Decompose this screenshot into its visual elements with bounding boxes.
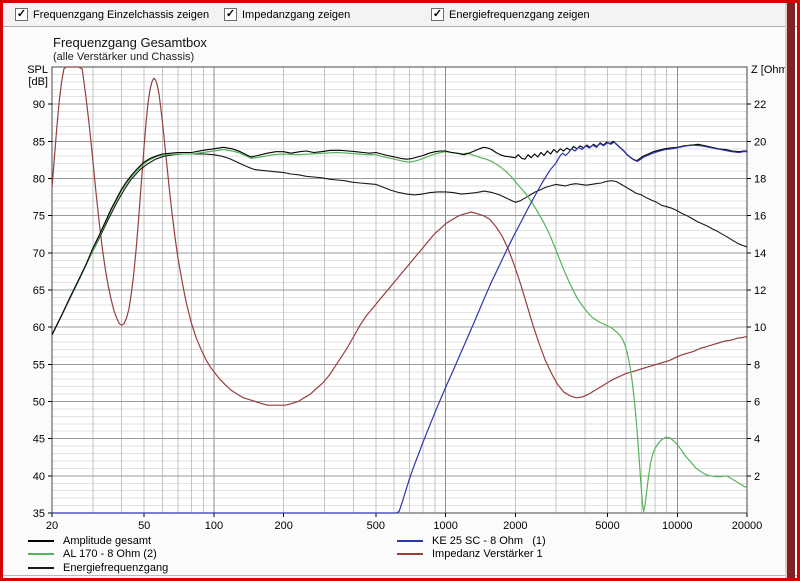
legend-color-dash	[397, 553, 423, 556]
legend-label: KE 25 SC - 8 Ohm (1)	[432, 534, 546, 547]
svg-text:200: 200	[274, 520, 292, 532]
svg-text:500: 500	[367, 520, 385, 532]
left-axis-label: SPL [dB]	[27, 64, 48, 88]
legend-item: Impedanz Verstärker 1	[397, 548, 546, 562]
svg-text:8: 8	[754, 359, 760, 371]
svg-text:90: 90	[33, 99, 45, 111]
svg-text:5000: 5000	[595, 520, 619, 532]
svg-text:40: 40	[33, 471, 45, 483]
svg-text:50: 50	[138, 520, 150, 532]
svg-text:85: 85	[33, 136, 45, 148]
right-edge-highlight	[785, 3, 787, 578]
svg-text:70: 70	[33, 248, 45, 260]
svg-text:80: 80	[33, 174, 45, 186]
legend-color-dash	[28, 566, 54, 569]
checkbox-label: Impedanzgang zeigen	[242, 8, 351, 21]
svg-text:16: 16	[754, 211, 766, 223]
checkbox-checked-icon[interactable]	[15, 8, 28, 21]
legend-label: Amplitude gesamt	[63, 534, 152, 547]
chart-title: Frequenzgang Gesamtbox	[53, 35, 207, 50]
right-edge-strip	[787, 3, 795, 578]
svg-text:65: 65	[33, 285, 45, 297]
legend-label: Impedanz Verstärker 1	[432, 548, 543, 561]
svg-text:14: 14	[754, 248, 766, 260]
legend-item: AL 170 - 8 Ohm (2)	[28, 548, 168, 562]
svg-text:2000: 2000	[503, 520, 527, 532]
legend-label: AL 170 - 8 Ohm (2)	[63, 548, 157, 561]
svg-text:60: 60	[33, 322, 45, 334]
checkbox-checked-icon[interactable]	[431, 8, 444, 21]
checkbox-energiefrequenzgang[interactable]: Energiefrequenzgang zeigen	[431, 7, 590, 22]
svg-text:20: 20	[46, 520, 58, 532]
svg-text:1000: 1000	[433, 520, 457, 532]
svg-text:4: 4	[754, 434, 760, 446]
checkbox-frequenzgang-einzelchassis[interactable]: Frequenzgang Einzelchassis zeigen	[15, 7, 209, 22]
svg-text:2: 2	[754, 471, 760, 483]
svg-text:20000: 20000	[732, 520, 763, 532]
legend-color-dash	[28, 553, 54, 556]
svg-text:45: 45	[33, 434, 45, 446]
svg-text:10: 10	[754, 322, 766, 334]
svg-text:6: 6	[754, 397, 760, 409]
bottom-separator	[3, 575, 797, 576]
checkbox-label: Frequenzgang Einzelchassis zeigen	[33, 8, 210, 21]
svg-text:75: 75	[33, 211, 45, 223]
legend-color-dash	[28, 539, 54, 542]
checkbox-impedanzgang[interactable]: Impedanzgang zeigen	[224, 7, 350, 22]
checkbox-label: Energiefrequenzgang zeigen	[449, 8, 590, 21]
svg-text:12: 12	[754, 285, 766, 297]
chart-legend-right: KE 25 SC - 8 Ohm (1) Impedanz Verstärker …	[397, 534, 546, 561]
legend-item: KE 25 SC - 8 Ohm (1)	[397, 534, 546, 548]
legend-item: Energiefrequenzgang	[28, 561, 168, 575]
svg-text:35: 35	[33, 508, 45, 520]
svg-text:100: 100	[205, 520, 223, 532]
svg-text:55: 55	[33, 359, 45, 371]
right-axis-label: Z [Ohm]	[751, 64, 791, 76]
chart-legend-left: Amplitude gesamt AL 170 - 8 Ohm (2) Energi…	[28, 534, 168, 575]
svg-text:18: 18	[754, 174, 766, 186]
legend-color-dash	[397, 539, 423, 542]
legend-label: Energiefrequenzgang	[63, 561, 169, 574]
display-options-toolbar: Frequenzgang Einzelchassis zeigen Impeda…	[3, 3, 797, 27]
svg-text:20: 20	[754, 136, 766, 148]
chart-subtitle: (alle Verstärker und Chassis)	[53, 51, 195, 63]
checkbox-checked-icon[interactable]	[224, 8, 237, 21]
svg-text:10000: 10000	[662, 520, 693, 532]
legend-item: Amplitude gesamt	[28, 534, 168, 548]
svg-text:22: 22	[754, 99, 766, 111]
svg-text:50: 50	[33, 397, 45, 409]
